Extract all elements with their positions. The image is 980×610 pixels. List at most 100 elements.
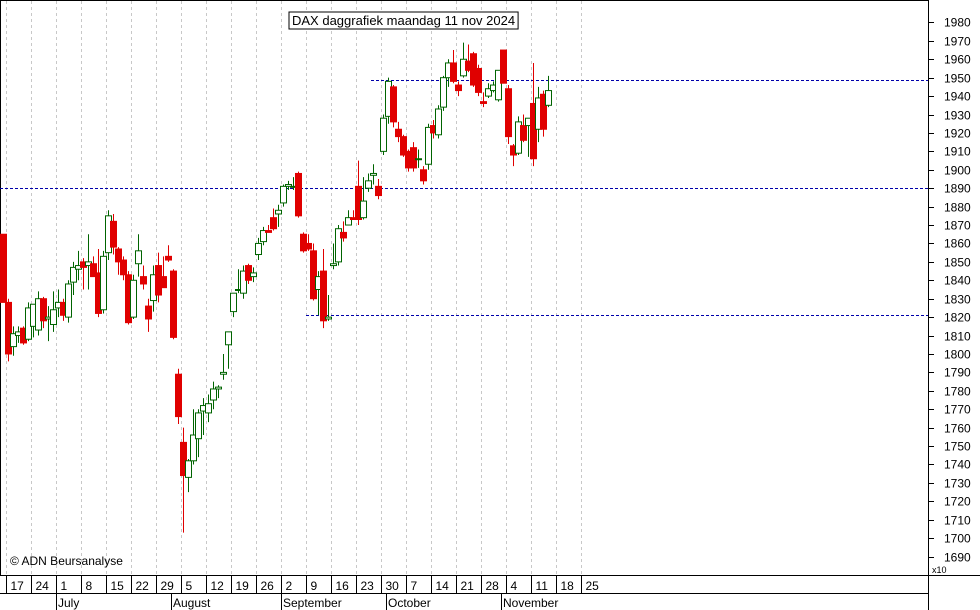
candle [275,204,282,227]
x-tick-label: 15 [111,579,125,593]
candle [85,234,92,290]
candle [300,232,307,253]
y-tick-label: 1900 [944,164,971,178]
y-tick-label: 1790 [944,366,971,380]
candle-body-down [110,220,117,248]
x-tick-label: 18 [561,579,575,593]
candle [440,75,447,111]
candle [40,296,47,329]
candle-body-up [260,230,267,243]
candle-body-down [400,136,407,156]
candle-body-up [220,371,227,375]
candle-body-up [230,292,237,313]
chart-title-text: DAX daggrafiek maandag 11 nov 2024 [292,13,515,28]
candle-body-down [455,84,462,92]
candle-body-down [265,230,272,233]
candle [520,114,527,143]
candle [185,458,192,493]
month-label: November [503,596,558,610]
candle-body-up [225,331,232,346]
candle-body-up [495,69,502,101]
candle-body-up [190,434,197,462]
candle-body-down [475,67,482,93]
candle [320,248,327,329]
x-tick-label: 30 [386,579,400,593]
candle [485,83,492,98]
candle [165,245,172,262]
candle-body-down [480,101,487,104]
candle [240,265,247,299]
candle-body-down [410,147,417,169]
candle [455,81,462,97]
candle-body-up [380,117,387,152]
y-tick-label: 1700 [944,532,971,546]
y-tick-label: 1880 [944,201,971,215]
x-tick-label: 19 [236,579,250,593]
candle [265,225,272,233]
candle [505,85,512,144]
candle [500,49,507,84]
vertical-gridlines [6,1,582,593]
candle [305,234,312,251]
candle [90,256,97,278]
candle-body-up [70,266,77,283]
x-tick-label: 2 [286,579,293,593]
candle-body-down [0,233,7,303]
plot-frame [0,0,929,576]
chart-title: DAX daggrafiek maandag 11 nov 2024 [288,11,519,30]
candle [540,90,547,137]
candle-body-down [305,242,312,250]
candle-body-up [135,250,142,265]
candle [50,291,57,332]
x-tick-label: 28 [486,579,500,593]
y-tick-label: 1690 [944,551,971,565]
x-tick-label: 1 [61,579,68,593]
candle [260,226,267,246]
y-tick-label: 1930 [944,109,971,123]
candle-body-down [390,86,397,123]
candle-body-up [330,263,337,267]
candle-body-down [420,169,427,182]
month-label: September [283,596,342,610]
candle [145,298,152,332]
candle [370,164,377,185]
candle-body-up [435,108,442,136]
candle-body-up [130,279,137,318]
candle-body-down [295,172,302,217]
x-tick-label: 22 [136,579,150,593]
candle [170,269,177,340]
candle [205,394,212,423]
candle-body-down [180,441,187,477]
candle-body-down [90,263,97,278]
month-label: October [388,596,431,610]
candle [10,326,17,356]
candle-body-down [160,276,167,289]
candle [365,173,372,192]
candle [135,234,142,277]
candle-body-up [255,242,262,256]
candle-body-up [195,412,202,440]
candle [175,368,182,424]
candle-body-down [300,233,307,252]
month-label: July [58,596,79,610]
y-tick-label: 1740 [944,458,971,472]
candle [425,123,432,170]
candle-body-down [5,301,12,355]
candle-body-up [425,126,432,165]
candle-body-up [240,270,247,294]
y-tick-label: 1870 [944,219,971,233]
candle-body-up [275,209,282,215]
candle-body-up [50,309,57,325]
candle-body-down [40,298,47,322]
candle [460,42,467,78]
candle [450,50,457,84]
y-multiplier-label: x10 [932,565,947,575]
y-tick-label: 1720 [944,495,971,509]
candle-body-down [175,373,182,418]
candle [110,213,117,255]
candle [390,85,397,128]
candle [530,62,537,167]
candle [140,265,147,290]
y-tick-label: 1800 [944,348,971,362]
